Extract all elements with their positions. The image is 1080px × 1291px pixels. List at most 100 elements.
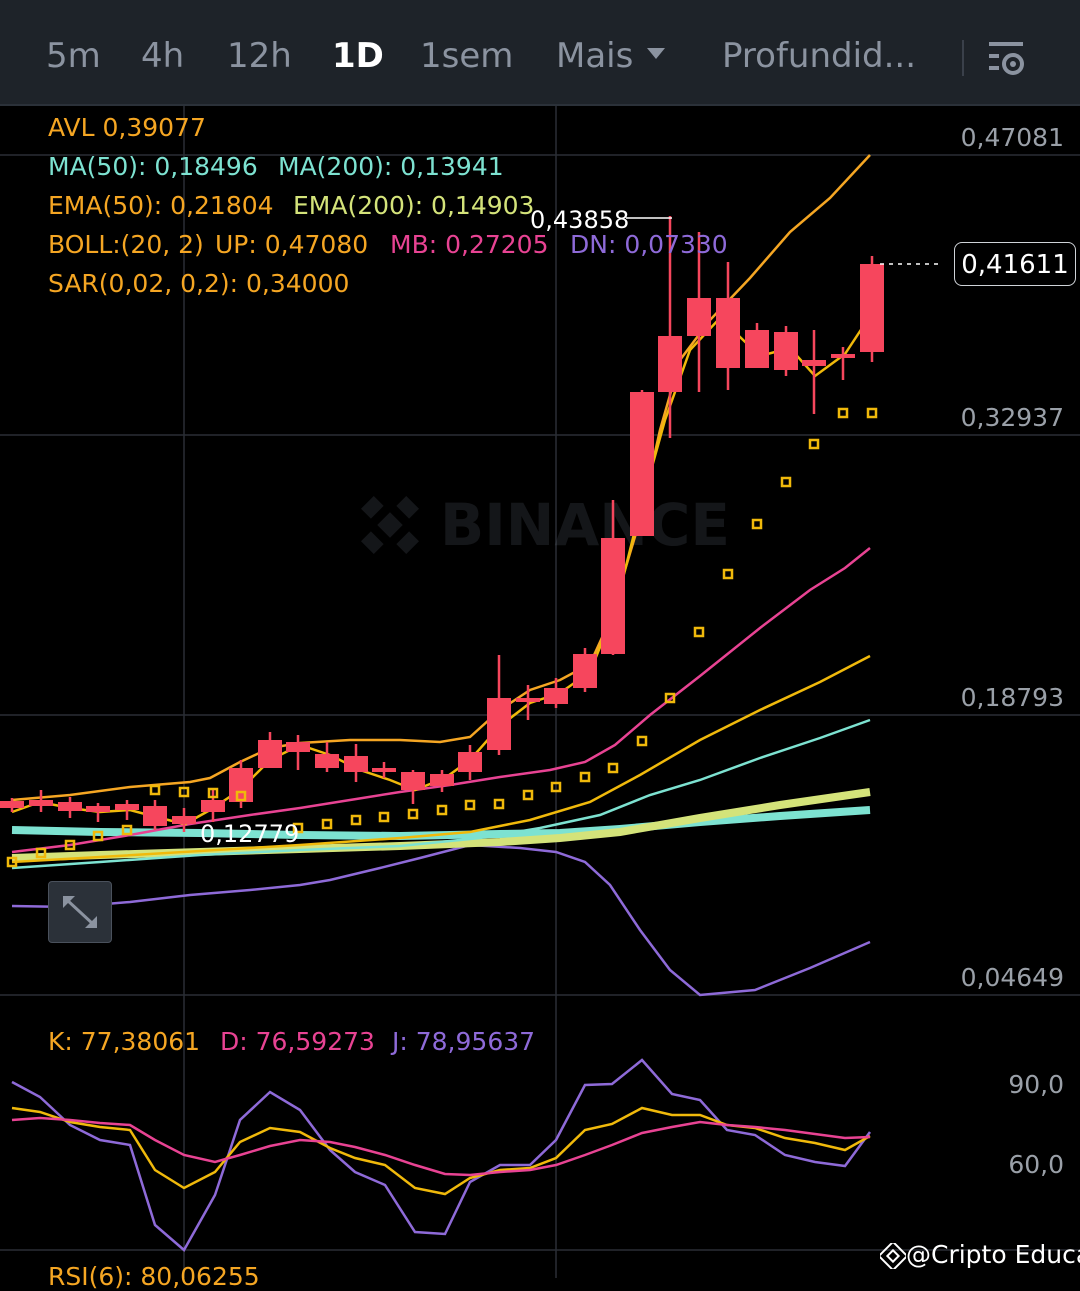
kdj-j-value: J: 78,95637: [392, 1027, 536, 1056]
tab-depth[interactable]: Profundid...: [722, 36, 917, 76]
binance-watermark: BINANCE: [440, 491, 730, 559]
price-axis-label: 0,32937: [960, 403, 1064, 432]
sar-dot: [722, 568, 734, 580]
sar-dot: [321, 818, 333, 830]
sar-dot: [92, 830, 104, 842]
candle-body: [458, 752, 482, 772]
ma200-indicator: MA(200): 0,13941: [278, 152, 504, 181]
boll-dn-line: [11, 843, 871, 997]
kdj-axis-label: 60,0: [1008, 1150, 1064, 1179]
sar-indicator: SAR(0,02, 0,2): 0,34000: [48, 269, 350, 298]
tab-1d[interactable]: 1D: [332, 36, 384, 76]
tab-12h[interactable]: 12h: [227, 36, 292, 76]
sar-dots: [6, 407, 878, 868]
price-chart[interactable]: BINANCE 0,43858 0,12779: [0, 106, 1080, 1278]
sar-dot: [436, 804, 448, 816]
ema200-line: [11, 788, 871, 862]
current-price-tag: 0,41611: [954, 242, 1076, 286]
sar-dot: [64, 839, 76, 851]
tab-more[interactable]: Mais: [556, 36, 666, 76]
candle-body: [172, 816, 196, 824]
caret-down-icon: [647, 48, 666, 59]
price-axis-label: 0,04649: [960, 963, 1064, 992]
sar-dot: [6, 856, 18, 868]
sar-dot: [35, 847, 47, 859]
candle-body: [344, 756, 368, 772]
tab-5m[interactable]: 5m: [46, 36, 101, 76]
tab-1sem[interactable]: 1sem: [420, 36, 514, 76]
candle-body: [487, 698, 511, 750]
candle-body: [860, 264, 884, 352]
ma50-line: [11, 718, 871, 870]
sar-dot: [378, 811, 390, 823]
boll-up-indicator: UP: 0,47080: [215, 230, 369, 259]
candle-body: [58, 802, 82, 811]
candle-body: [0, 801, 24, 808]
tab-more-label: Mais: [556, 36, 634, 76]
ema200-indicator: EMA(200): 0,14903: [293, 191, 535, 220]
chart-settings-icon[interactable]: [985, 38, 1031, 82]
candle-body: [258, 740, 282, 768]
candle-body: [229, 768, 253, 802]
candle-body: [372, 768, 396, 772]
price-axis-label: 0,18793: [960, 683, 1064, 712]
kdj-k-value: K: 77,38061: [48, 1027, 201, 1056]
candle-body: [516, 698, 540, 702]
credit-text: @Cripto Educa: [906, 1240, 1080, 1269]
candle-body: [286, 742, 310, 752]
sar-dot: [550, 781, 562, 793]
binance-logo-icon: BINANCE: [361, 491, 730, 559]
rsi-indicator: RSI(6): 80,06255: [48, 1262, 260, 1291]
low-marker-value: 0,12779: [200, 820, 299, 848]
candle-body: [630, 392, 654, 536]
candle-body: [802, 360, 826, 366]
candle-body: [401, 772, 425, 790]
kdj-axis-label: 90,0: [1008, 1070, 1064, 1099]
sar-dot: [636, 735, 648, 747]
candle-body: [115, 804, 139, 810]
expand-chart-button[interactable]: [48, 881, 112, 943]
sar-dot: [579, 771, 591, 783]
sar-dot: [121, 824, 133, 836]
candle-body: [658, 336, 682, 392]
ma7-line: [11, 315, 872, 826]
ma50-indicator: MA(50): 0,18496: [48, 152, 258, 181]
kdj-j-line: [11, 1058, 872, 1252]
tab-4h[interactable]: 4h: [141, 36, 185, 76]
sar-dot: [837, 407, 849, 419]
high-marker-value: 0,43858: [530, 206, 629, 234]
candle-body: [201, 800, 225, 812]
sar-dot: [292, 822, 304, 834]
candle-body: [716, 298, 740, 368]
sar-dot: [407, 808, 419, 820]
credit-watermark: @Cripto Educa: [877, 1240, 1080, 1272]
sar-dot: [693, 626, 705, 638]
sar-dot: [235, 790, 247, 802]
sar-dot: [808, 438, 820, 450]
candle-body: [29, 800, 53, 806]
expand-icon: [63, 896, 97, 928]
candle-body: [573, 654, 597, 688]
sar-dot: [207, 787, 219, 799]
ema50-indicator: EMA(50): 0,21804: [48, 191, 274, 220]
price-axis-label: 0,47081: [960, 123, 1064, 152]
timeframe-toolbar: 5m 4h 12h 1D 1sem Mais Profundid...: [0, 0, 1080, 106]
candle-body: [315, 754, 339, 768]
kdj-d-value: D: 76,59273: [220, 1027, 375, 1056]
candle-body: [544, 688, 568, 704]
candle-body: [745, 330, 769, 368]
sar-dot: [464, 799, 476, 811]
candle-body: [774, 332, 798, 370]
boll-indicator: BOLL:(20, 2): [48, 230, 204, 259]
sar-dot: [664, 692, 676, 704]
boll-mb-indicator: MB: 0,27205: [390, 230, 549, 259]
candlesticks: [0, 216, 884, 832]
candle-body: [831, 354, 855, 358]
candle-body: [430, 774, 454, 786]
sar-dot: [866, 407, 878, 419]
toolbar-divider: [962, 40, 964, 76]
binance-small-icon: [877, 1240, 909, 1272]
sar-dot: [607, 762, 619, 774]
avl-indicator: AVL 0,39077: [48, 113, 206, 142]
candle-body: [601, 538, 625, 654]
